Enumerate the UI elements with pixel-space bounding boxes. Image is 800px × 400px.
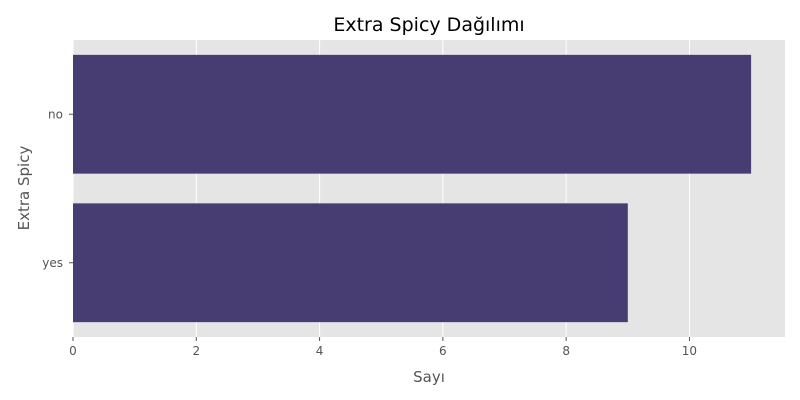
x-axis-label: Sayı — [413, 368, 445, 386]
x-tick-label: 4 — [316, 344, 324, 358]
x-tick-label: 0 — [69, 344, 77, 358]
y-tick-label: no — [48, 107, 63, 121]
x-tick-label: 10 — [682, 344, 697, 358]
x-tick-label: 8 — [562, 344, 570, 358]
bars — [73, 54, 752, 323]
x-tick-label: 6 — [439, 344, 447, 358]
y-tick-label: yes — [42, 256, 63, 270]
bar-no — [73, 54, 752, 174]
x-tick-label: 2 — [192, 344, 200, 358]
chart-title: Extra Spicy Dağılımı — [333, 14, 524, 36]
y-axis-ticks: no yes — [42, 107, 73, 270]
bar-yes — [73, 203, 628, 323]
x-axis-ticks: 0 2 4 6 8 10 — [69, 337, 697, 358]
y-axis-label: Extra Spicy — [15, 146, 33, 231]
